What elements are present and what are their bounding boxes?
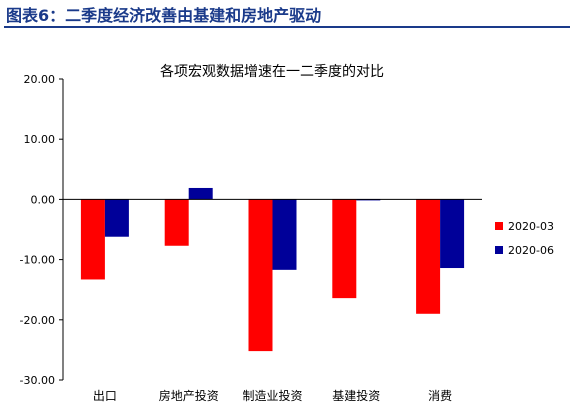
bar-2020-06-1 <box>188 187 213 200</box>
bar-2020-03-3 <box>332 199 357 299</box>
category-label: 消费 <box>428 389 452 403</box>
y-tick-label: 0.00 <box>31 193 56 206</box>
legend-label: 2020-06 <box>508 244 554 257</box>
y-axis: 20.00 10.00 0.00 -10.00 -20.00 -30.00 <box>20 73 64 387</box>
category-label: 出口 <box>93 389 117 403</box>
legend-swatch <box>495 222 503 230</box>
bar-2020-06-0 <box>104 199 129 237</box>
bar-series <box>80 187 465 352</box>
title-divider <box>4 26 570 28</box>
y-tick-label: 10.00 <box>24 133 56 146</box>
bar-2020-06-2 <box>272 199 297 270</box>
legend-label: 2020-03 <box>508 220 554 233</box>
bar-2020-03-1 <box>164 199 189 246</box>
bar-2020-03-4 <box>416 199 441 314</box>
category-label: 房地产投资 <box>159 388 219 403</box>
category-label: 制造业投资 <box>242 388 302 403</box>
y-tick-label: -20.00 <box>20 314 55 327</box>
y-tick-label: -30.00 <box>20 374 55 387</box>
bar-2020-03-0 <box>80 199 105 280</box>
legend-swatch <box>495 246 503 254</box>
y-tick-label: -10.00 <box>20 254 55 267</box>
x-axis: 出口 房地产投资 制造业投资 基建投资 消费 <box>63 198 482 403</box>
bar-2020-06-4 <box>440 199 465 269</box>
legend: 2020-03 2020-06 <box>495 220 554 257</box>
chart-title: 各项宏观数据增速在一二季度的对比 <box>160 64 384 80</box>
y-tick-label: 20.00 <box>24 73 56 86</box>
category-label: 基建投资 <box>332 388 380 403</box>
figure-title: 图表6：二季度经济改善由基建和房地产驱动 <box>6 6 322 25</box>
bar-2020-03-2 <box>248 199 273 352</box>
